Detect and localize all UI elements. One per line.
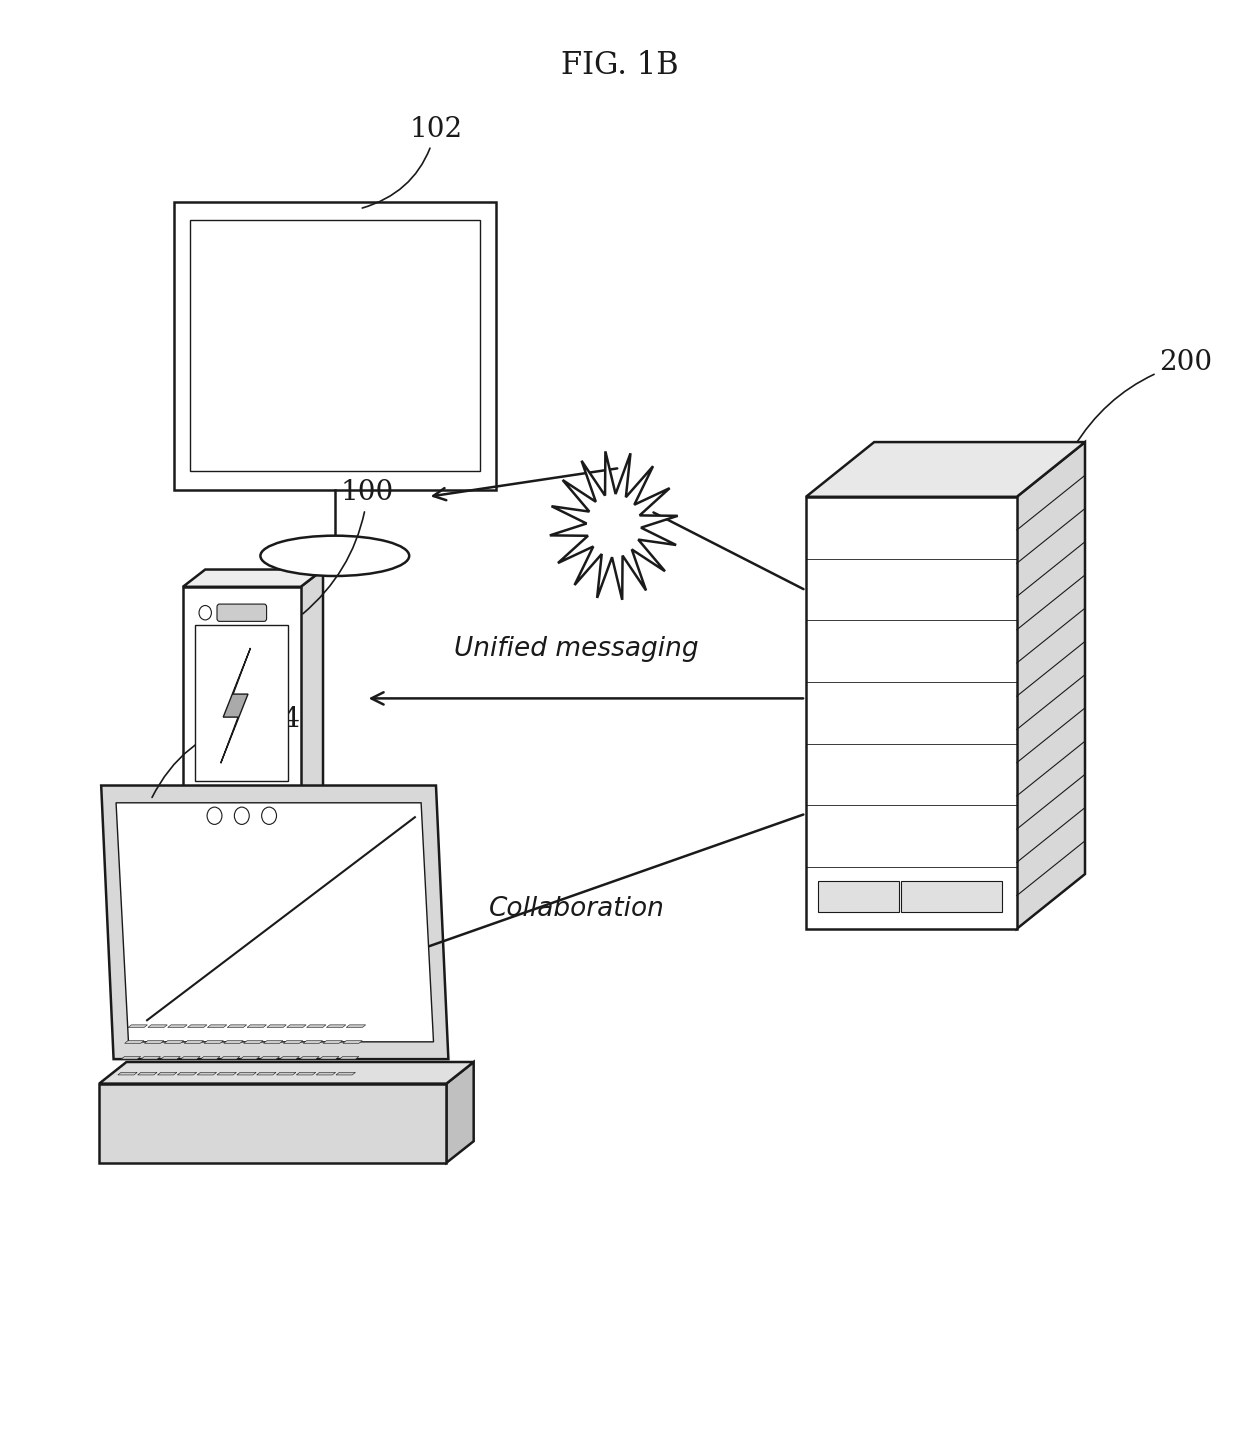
Text: FIG. 1B: FIG. 1B (562, 50, 678, 82)
Polygon shape (164, 1041, 184, 1043)
Polygon shape (340, 1057, 358, 1060)
Polygon shape (187, 1025, 207, 1028)
Polygon shape (320, 1057, 339, 1060)
FancyBboxPatch shape (217, 605, 267, 622)
Polygon shape (223, 1041, 243, 1043)
Polygon shape (99, 1063, 474, 1084)
Polygon shape (102, 786, 449, 1060)
Polygon shape (128, 1025, 148, 1028)
Text: 104: 104 (153, 706, 301, 798)
Polygon shape (221, 1057, 239, 1060)
Polygon shape (141, 1057, 160, 1060)
Polygon shape (181, 1057, 200, 1060)
Polygon shape (286, 1025, 306, 1028)
Polygon shape (184, 1041, 203, 1043)
Polygon shape (260, 1057, 279, 1060)
Polygon shape (227, 1025, 247, 1028)
Polygon shape (806, 497, 1017, 929)
Polygon shape (342, 1041, 362, 1043)
Polygon shape (247, 1025, 267, 1028)
Polygon shape (184, 570, 322, 588)
Text: Unified messaging: Unified messaging (454, 636, 699, 662)
Polygon shape (1017, 442, 1085, 929)
Circle shape (207, 806, 222, 824)
Polygon shape (277, 1073, 296, 1074)
Polygon shape (203, 1041, 223, 1043)
Polygon shape (157, 1073, 177, 1074)
FancyBboxPatch shape (818, 881, 899, 912)
Polygon shape (346, 1025, 366, 1028)
Polygon shape (326, 1025, 346, 1028)
Polygon shape (806, 442, 1085, 497)
Polygon shape (283, 1041, 303, 1043)
Circle shape (262, 806, 277, 824)
Polygon shape (177, 1073, 197, 1074)
Polygon shape (296, 1073, 316, 1074)
Polygon shape (241, 1057, 259, 1060)
Polygon shape (207, 1025, 227, 1028)
Polygon shape (257, 1073, 277, 1074)
FancyBboxPatch shape (174, 202, 496, 490)
Polygon shape (99, 1084, 446, 1164)
Polygon shape (217, 1073, 237, 1074)
Polygon shape (144, 1041, 164, 1043)
Text: 102: 102 (362, 115, 463, 207)
Polygon shape (280, 1057, 299, 1060)
Polygon shape (300, 1057, 319, 1060)
Polygon shape (446, 1063, 474, 1164)
Polygon shape (167, 1025, 187, 1028)
FancyBboxPatch shape (190, 220, 480, 471)
Text: 100: 100 (303, 480, 394, 613)
Circle shape (198, 606, 211, 621)
Polygon shape (322, 1041, 342, 1043)
Polygon shape (549, 451, 678, 600)
Text: Collaboration: Collaboration (489, 896, 665, 922)
Polygon shape (237, 1073, 257, 1074)
Polygon shape (184, 588, 300, 838)
Ellipse shape (260, 536, 409, 576)
Polygon shape (306, 1025, 326, 1028)
Polygon shape (122, 1057, 140, 1060)
FancyBboxPatch shape (900, 881, 1002, 912)
Polygon shape (118, 1073, 138, 1074)
Polygon shape (138, 1073, 157, 1074)
Polygon shape (316, 1073, 336, 1074)
Text: 200: 200 (1074, 348, 1213, 446)
Polygon shape (148, 1025, 167, 1028)
Polygon shape (196, 625, 288, 780)
Polygon shape (263, 1041, 283, 1043)
Polygon shape (161, 1057, 180, 1060)
Polygon shape (124, 1041, 144, 1043)
Polygon shape (243, 1041, 263, 1043)
Polygon shape (300, 570, 322, 838)
Polygon shape (221, 648, 250, 763)
Polygon shape (117, 804, 434, 1043)
Polygon shape (303, 1041, 322, 1043)
Polygon shape (197, 1073, 217, 1074)
Polygon shape (267, 1025, 286, 1028)
Polygon shape (201, 1057, 219, 1060)
Circle shape (234, 806, 249, 824)
Polygon shape (336, 1073, 356, 1074)
